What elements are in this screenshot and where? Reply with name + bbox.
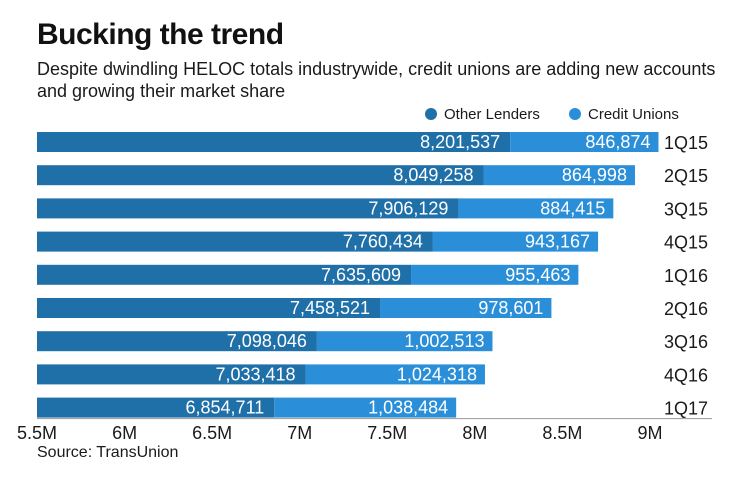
bars: 8,201,537 846,874 1Q15 8,049,258 864,998 2Q15… — [37, 132, 708, 419]
data-label-other-lenders-1Q17: 6,854,711 — [186, 398, 265, 418]
bar-other-lenders-2Q15 — [37, 165, 484, 186]
bar-other-lenders-1Q17 — [37, 397, 275, 418]
data-label-other-lenders-3Q16: 7,098,046 — [227, 331, 307, 351]
bar-other-lenders-3Q16 — [37, 331, 317, 352]
bar-other-lenders-3Q15 — [37, 198, 459, 219]
data-label-other-lenders-4Q15: 7,760,434 — [343, 232, 423, 252]
category-label-3Q16: 3Q16 — [664, 332, 708, 352]
data-label-credit-unions-2Q15: 864,998 — [562, 165, 627, 185]
category-label-1Q16: 1Q16 — [664, 266, 708, 286]
category-label-2Q16: 2Q16 — [664, 299, 708, 319]
bar-other-lenders-1Q16 — [37, 264, 412, 285]
data-label-other-lenders-2Q15: 8,049,258 — [393, 165, 473, 185]
bar-other-lenders-2Q16 — [37, 298, 381, 318]
bar-credit-unions-2Q16 — [380, 298, 552, 318]
category-label-2Q15: 2Q15 — [664, 166, 708, 186]
source-note: Source: TransUnion — [37, 444, 179, 461]
legend-swatch-other-lenders — [425, 108, 437, 120]
bar-credit-unions-3Q16 — [316, 331, 493, 352]
bar-credit-unions-4Q15 — [432, 231, 599, 252]
x-tick-label-5.5M: 5.5M — [17, 423, 57, 443]
chart-title: Bucking the trend — [37, 18, 284, 51]
data-label-credit-unions-1Q17: 1,038,484 — [368, 398, 448, 418]
bar-other-lenders-4Q15 — [37, 231, 433, 252]
bar-other-lenders-1Q15 — [37, 132, 511, 152]
x-tick-label-8.5M: 8.5M — [542, 423, 582, 443]
data-label-other-lenders-4Q16: 7,033,418 — [215, 364, 295, 384]
legend-label-credit-unions: Credit Unions — [588, 106, 679, 123]
data-label-credit-unions-3Q16: 1,002,513 — [404, 331, 484, 351]
x-tick-label-7.5M: 7.5M — [367, 423, 407, 443]
category-label-4Q16: 4Q16 — [664, 365, 708, 385]
legend-label-other-lenders: Other Lenders — [444, 106, 540, 123]
x-axis: 5.5M 6M 6.5M 7M 7.5M 8M 8.5M 9M — [17, 418, 712, 443]
bar-credit-unions-1Q17 — [274, 397, 457, 418]
data-label-credit-unions-1Q16: 955,463 — [505, 265, 570, 285]
bar-credit-unions-4Q16 — [305, 364, 485, 385]
category-label-1Q17: 1Q17 — [664, 399, 708, 419]
x-tick-label-6.5M: 6.5M — [192, 423, 232, 443]
data-label-other-lenders-3Q15: 7,906,129 — [368, 198, 448, 218]
legend-swatch-credit-unions — [569, 108, 581, 120]
category-label-1Q15: 1Q15 — [664, 133, 708, 153]
chart-subtitle: Despite dwindling HELOC totals industryw… — [37, 59, 716, 101]
bar-credit-unions-2Q15 — [483, 165, 635, 186]
category-label-3Q15: 3Q15 — [664, 199, 708, 219]
data-label-credit-unions-2Q16: 978,601 — [478, 298, 543, 318]
bar-credit-unions-3Q15 — [458, 198, 614, 219]
bar-credit-unions-1Q16 — [411, 264, 579, 285]
x-tick-label-9M: 9M — [637, 423, 662, 443]
x-tick-label-8M: 8M — [462, 423, 487, 443]
data-label-credit-unions-4Q15: 943,167 — [525, 232, 590, 252]
data-label-other-lenders-1Q15: 8,201,537 — [420, 132, 500, 152]
data-label-other-lenders-1Q16: 7,635,609 — [321, 265, 401, 285]
legend: Other Lenders Credit Unions — [425, 106, 679, 123]
data-label-credit-unions-3Q15: 884,415 — [540, 198, 605, 218]
x-tick-label-7M: 7M — [287, 423, 312, 443]
data-label-credit-unions-1Q15: 846,874 — [585, 132, 650, 152]
bar-other-lenders-4Q16 — [37, 364, 306, 385]
data-label-credit-unions-4Q16: 1,024,318 — [397, 364, 477, 384]
data-label-other-lenders-2Q16: 7,458,521 — [290, 298, 370, 318]
category-label-4Q15: 4Q15 — [664, 233, 708, 253]
bar-credit-unions-1Q15 — [510, 132, 659, 152]
x-tick-label-6M: 6M — [112, 423, 137, 443]
